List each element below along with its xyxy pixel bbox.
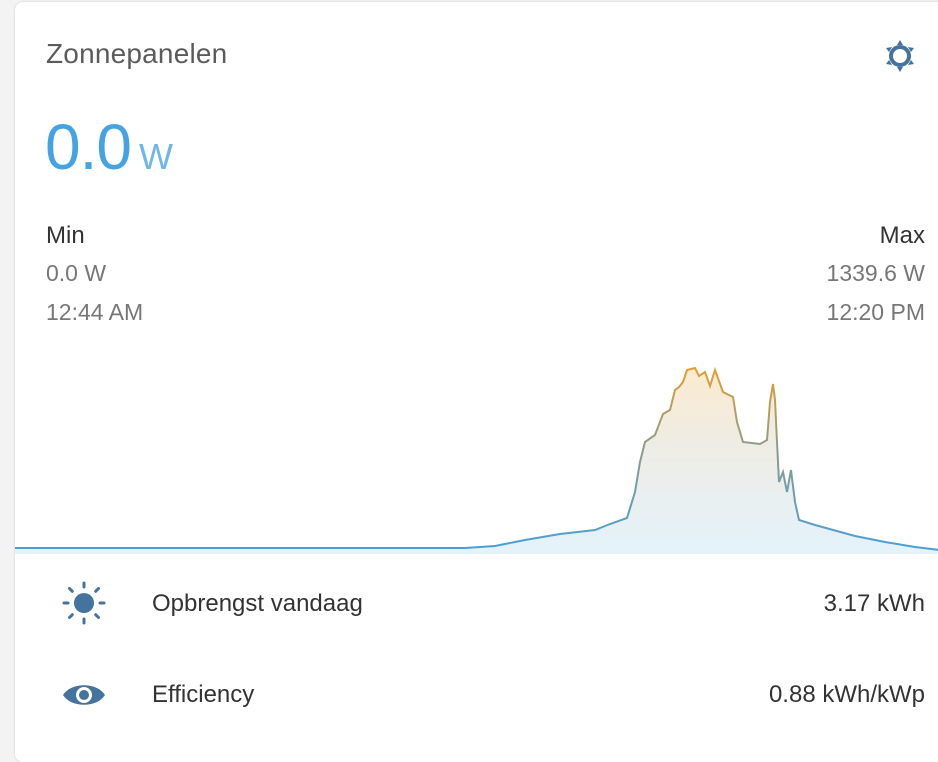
solar-card: Zonnepanelen 0.0 W Min 0.0 W 12:44 AM Ma… (15, 2, 938, 762)
max-label: Max (879, 222, 925, 249)
min-time: 12:44 AM (46, 299, 144, 325)
efficiency-value: 0.88 kWh/kWp (768, 681, 925, 708)
gear-icon[interactable] (880, 36, 920, 76)
min-label: Min (46, 222, 85, 249)
power-chart (15, 366, 938, 554)
max-time: 12:20 PM (826, 299, 925, 325)
daily-yield-label: Opbrengst vandaag (152, 590, 363, 617)
max-value: 1339.6 W (826, 260, 925, 286)
efficiency-label: Efficiency (152, 681, 255, 708)
chart-line (15, 366, 938, 551)
current-power-value: 0.0 (45, 111, 132, 183)
sun-icon (61, 580, 107, 626)
current-power-unit: W (139, 136, 173, 177)
card-title: Zonnepanelen (46, 38, 228, 69)
eye-icon (61, 672, 107, 718)
chart-area (15, 368, 938, 554)
min-value: 0.0 W (46, 260, 107, 286)
daily-yield-value: 3.17 kWh (823, 590, 925, 617)
